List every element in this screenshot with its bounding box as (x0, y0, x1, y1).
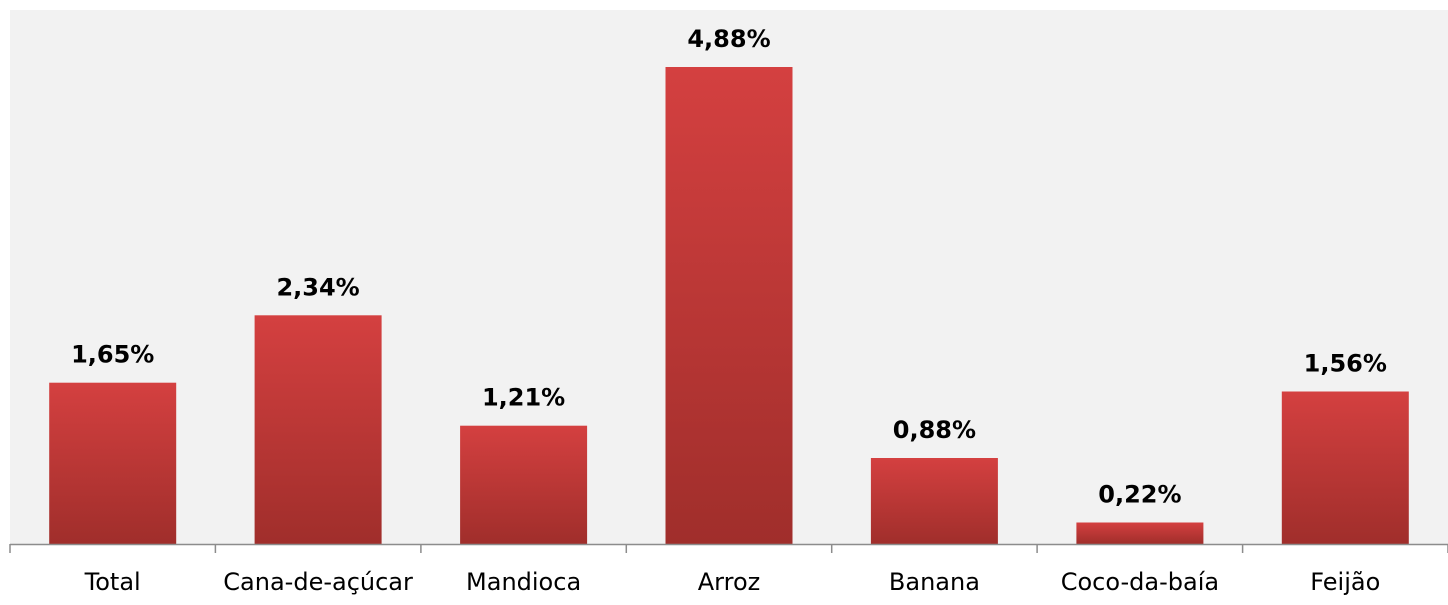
category-label-5: Coco-da-baía (1061, 568, 1219, 596)
bars (49, 67, 1409, 544)
category-label-2: Mandioca (466, 568, 581, 596)
data-labels: 1,65% 2,34% 1,21% 4,88% 0,88% 0,22% 1,56% (71, 25, 1387, 509)
category-label-3: Arroz (698, 568, 760, 596)
data-label-5: 0,22% (1098, 481, 1181, 509)
data-label-2: 1,21% (482, 384, 565, 412)
data-label-1: 2,34% (276, 273, 359, 301)
data-label-0: 1,65% (71, 341, 154, 369)
category-label-4: Banana (889, 568, 980, 596)
bar-6 (1281, 391, 1409, 544)
bar-5 (1076, 522, 1204, 544)
bar-2 (460, 425, 588, 544)
bar-1 (254, 315, 382, 544)
bar-4 (870, 458, 998, 544)
bar-3 (665, 67, 793, 544)
category-label-0: Total (84, 568, 141, 596)
bar-0 (49, 382, 177, 544)
data-label-3: 4,88% (687, 25, 770, 53)
data-label-4: 0,88% (893, 416, 976, 444)
category-label-1: Cana-de-açúcar (223, 568, 413, 596)
x-axis (9, 543, 1448, 553)
data-label-6: 1,56% (1304, 350, 1387, 378)
category-label-6: Feijão (1310, 568, 1380, 596)
category-labels: Total Cana-de-açúcar Mandioca Arroz Banana Co… (84, 568, 1381, 596)
